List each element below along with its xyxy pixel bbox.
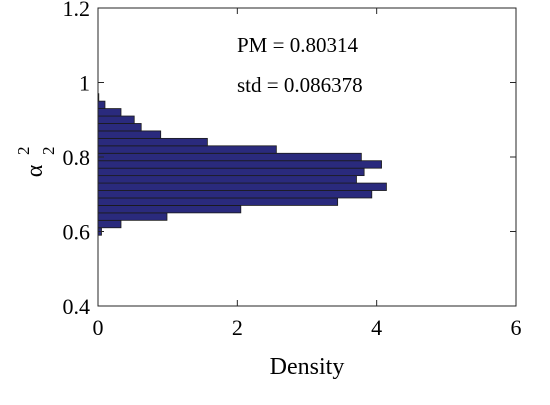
histogram-bar: [97, 197, 339, 206]
histogram-bar: [97, 182, 387, 191]
x-axis-label: Density: [270, 354, 345, 380]
y-axis-label-symbol: α: [22, 164, 48, 177]
histogram-bar: [97, 137, 208, 147]
histogram-bar: [97, 123, 142, 132]
histogram-bar: [97, 190, 373, 199]
y-axis-label: α 2 2: [14, 147, 58, 178]
y-tick-label: 1.2: [63, 0, 91, 21]
histogram-bar: [97, 115, 135, 124]
y-axis-label-subscript: 2: [39, 147, 58, 156]
y-tick-label: 1: [79, 71, 90, 96]
histogram-bar: [97, 145, 277, 154]
histogram-bar: [97, 175, 357, 184]
histogram-bar: [97, 205, 242, 214]
annotation-pm: PM = 0.80314: [237, 33, 358, 57]
tick-labels: 0 2 4 6 0.4 0.6 0.8 1 1.2: [63, 0, 522, 340]
histogram-bar: [97, 130, 162, 139]
histogram-bar: [97, 108, 122, 117]
histogram-bar: [97, 152, 362, 162]
x-tick-label: 2: [232, 315, 243, 340]
axis-ticks: [97, 7, 517, 307]
x-tick-label: 4: [371, 315, 382, 340]
y-tick-label: 0.8: [63, 145, 91, 170]
x-tick-label: 0: [93, 315, 104, 340]
histogram-bar: [97, 212, 168, 221]
histogram-bar: [97, 167, 365, 177]
y-tick-label: 0.4: [63, 294, 91, 319]
annotation-std: std = 0.086378: [237, 73, 363, 97]
histogram-bars: [97, 93, 387, 236]
y-axis-label-superscript: 2: [14, 147, 33, 156]
histogram-bar: [97, 100, 106, 109]
y-tick-label: 0.6: [63, 220, 91, 245]
histogram-bar: [97, 160, 382, 169]
x-tick-label: 6: [511, 315, 522, 340]
histogram-bar: [97, 219, 122, 229]
